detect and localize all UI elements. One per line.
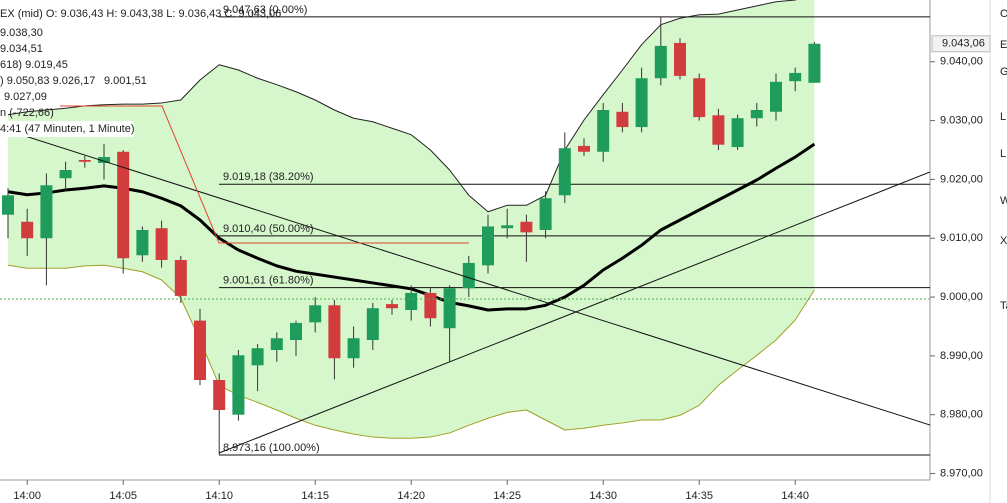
y-tick-label: 9.030,00 (940, 114, 983, 126)
side-letter: Ta (1000, 300, 1007, 312)
candle-body (520, 221, 533, 233)
candle-body (654, 45, 667, 79)
side-letter: X (1000, 235, 1007, 247)
header-text: 9.027,09 (4, 91, 47, 103)
x-tick-label: 14:35 (685, 490, 713, 502)
candle-body (731, 118, 744, 148)
header-text: 9.038,30 (0, 27, 43, 39)
header: EX (mid) O: 9.036,43 H: 9.043,38 L: 9.03… (0, 8, 281, 137)
side-letter: L (1000, 148, 1006, 160)
candle-body (290, 322, 302, 340)
candle-body (405, 292, 418, 310)
red-line (60, 105, 469, 244)
plot: 9.047,63 (0.00%) 9.019,18 (38.20%) 9.010,4… (2, 0, 930, 456)
candle-body (770, 81, 782, 112)
header-text: 9.001,51 (104, 75, 147, 87)
trend-line (218, 171, 930, 454)
y-tick-label: 8.980,00 (940, 409, 983, 421)
candle-body (194, 320, 206, 380)
candle-body (174, 260, 187, 296)
candle-body (21, 221, 34, 239)
candle-body (309, 305, 322, 323)
candle-body (213, 380, 226, 410)
candle-body (2, 195, 14, 215)
x-tick-label: 14:25 (493, 490, 521, 502)
x-tick-label: 14:20 (397, 490, 425, 502)
band-area (8, 0, 815, 439)
side-letter: L (1000, 111, 1006, 123)
header-text: n (-722,66) (0, 107, 54, 119)
side-letter: W (1000, 195, 1007, 207)
candle-body (693, 78, 706, 118)
header-text: 9.034,51 (0, 43, 43, 55)
candle-body (616, 111, 629, 128)
y-tick-label: 9.040,00 (940, 56, 983, 68)
fib-label: 9.047,63 (0.00%) (223, 4, 307, 16)
x-tick-label: 14:40 (781, 490, 809, 502)
candle-body (270, 338, 283, 350)
candle-body (674, 42, 686, 76)
x-tick-label: 14:10 (205, 490, 233, 502)
side-letter: E (1000, 39, 1007, 51)
trend-line (0, 127, 930, 426)
fib-label: 8.973,16 (100.00%) (223, 442, 320, 454)
candle-body (558, 148, 571, 196)
x-tick-label: 14:00 (13, 490, 41, 502)
candle-body (98, 157, 110, 163)
candle-body (40, 185, 53, 239)
header-text: 4:41 (47 Minuten, 1 Minute) (0, 123, 135, 135)
candle-body (232, 355, 245, 415)
y-tick-label: 9.010,00 (940, 232, 983, 244)
candle-body (78, 160, 91, 162)
header-text: EX (mid) O: 9.036,43 H: 9.043,38 L: 9.03… (0, 8, 281, 20)
trend-lines (0, 105, 930, 454)
x-tick-label: 14:30 (589, 490, 617, 502)
fib-label: 9.010,40 (50.00%) (223, 223, 314, 235)
candle-body (117, 151, 130, 259)
candle-body (328, 305, 341, 359)
candle-body (808, 43, 821, 83)
candle-body (597, 110, 610, 152)
candle-body (482, 226, 494, 266)
candle-body (462, 262, 475, 289)
fib-label: 9.001,61 (61.80%) (223, 274, 314, 286)
candle-body (155, 228, 168, 260)
candle-body (539, 198, 552, 230)
side-letter: O (1000, 8, 1007, 20)
header-text: ) 9.050,83 9.026,17 (0, 75, 95, 87)
candle-body (424, 292, 437, 319)
candle-body (347, 338, 360, 359)
y-tick-label: 9.020,00 (940, 173, 983, 185)
header-bg (0, 121, 134, 137)
candle-body (386, 304, 398, 309)
candle-body (366, 308, 379, 340)
price-badge-label: 9.043,06 (942, 38, 985, 50)
candle-body (750, 110, 763, 119)
candle-body (443, 288, 456, 329)
candle-body (578, 145, 590, 152)
y-tick-label: 8.990,00 (940, 350, 983, 362)
candle-body (789, 72, 802, 82)
side-letter: G (1000, 66, 1007, 78)
fib-label: 9.019,18 (38.20%) (223, 171, 314, 183)
candle-body (635, 78, 648, 128)
y-tick-label: 8.970,00 (940, 467, 983, 479)
y-tick-label: 9.000,00 (940, 291, 983, 303)
candle-body (712, 115, 725, 145)
overlay-line (7, 0, 798, 213)
candle-body (251, 348, 264, 366)
x-tick-label: 14:05 (109, 490, 137, 502)
candle-body (59, 170, 72, 179)
overlay-line (7, 264, 815, 439)
header-text: 618) 9.019,45 (0, 59, 68, 71)
x-tick-label: 14:15 (301, 490, 329, 502)
candle-body (501, 225, 514, 229)
candle-body (136, 230, 149, 256)
price-badge (931, 35, 991, 53)
